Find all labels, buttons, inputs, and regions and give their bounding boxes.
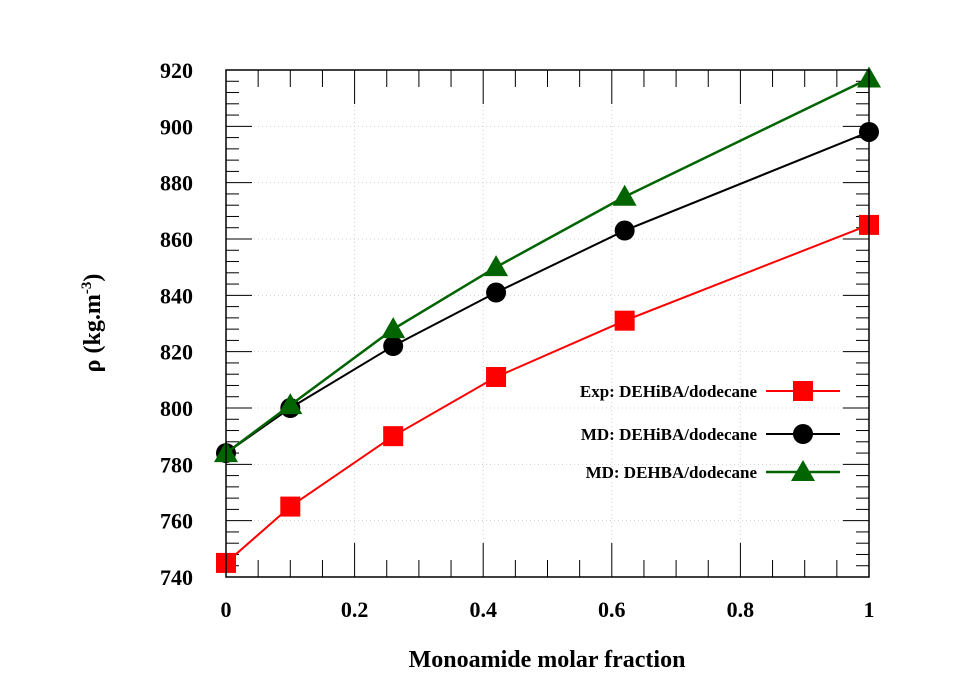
- y-tick-labels: 740 760 780 800 820 840 860 880 900 920: [160, 58, 193, 590]
- y-tick-label: 900: [160, 114, 193, 139]
- series-square: [216, 214, 879, 573]
- legend-marker: [793, 424, 813, 444]
- legend-marker: [793, 381, 813, 401]
- data-point: [614, 220, 635, 241]
- y-axis-title-tail: ): [80, 274, 106, 282]
- axis-ticks: [225, 69, 870, 578]
- y-tick-label: 920: [160, 58, 193, 83]
- data-point: [614, 310, 635, 331]
- series-line: [225, 223, 870, 564]
- data-point: [484, 255, 509, 277]
- data-point: [381, 317, 406, 339]
- data-point: [278, 393, 303, 415]
- legend-marker: [791, 460, 815, 481]
- data-point: [383, 426, 404, 447]
- y-tick-label: 840: [160, 283, 193, 308]
- x-tick-label: 1: [864, 597, 875, 622]
- series-line: [225, 131, 870, 454]
- legend-label: MD: DEHiBA/dodecane: [581, 425, 758, 444]
- y-tick-label: 820: [160, 340, 193, 365]
- series-layer: [214, 66, 881, 573]
- x-tick-label: 0.6: [598, 597, 626, 622]
- series-triangle: [214, 66, 881, 463]
- data-point: [486, 367, 507, 388]
- x-tick-label: 0.2: [341, 597, 369, 622]
- grid-lines: [226, 70, 869, 577]
- legend-label: MD: DEHBA/dodecane: [586, 463, 758, 482]
- data-point: [383, 336, 404, 357]
- y-tick-label: 740: [160, 565, 193, 590]
- y-tick-label: 880: [160, 171, 193, 196]
- y-axis-title-main: ρ (kg.m: [80, 294, 106, 372]
- y-axis-title: ρ (kg.m-3): [79, 274, 106, 373]
- x-tick-label: 0: [221, 597, 232, 622]
- legend-label: Exp: DEHiBA/dodecane: [580, 382, 758, 401]
- data-point: [280, 496, 301, 517]
- x-tick-label: 0.8: [727, 597, 755, 622]
- y-tick-label: 760: [160, 509, 193, 534]
- series-line: [225, 77, 870, 455]
- y-axis-title-sup: -3: [79, 282, 95, 295]
- x-tick-labels: 0 0.2 0.4 0.6 0.8 1: [221, 597, 875, 622]
- series-circle: [216, 121, 879, 464]
- x-axis-title: Monoamide molar fraction: [409, 647, 686, 673]
- x-tick-label: 0.4: [469, 597, 497, 622]
- y-tick-label: 860: [160, 227, 193, 252]
- plot-frame: [225, 69, 870, 578]
- data-point: [486, 282, 507, 303]
- data-point: [612, 184, 637, 206]
- y-tick-label: 800: [160, 396, 193, 421]
- legend: Exp: DEHiBA/dodecane MD: DEHiBA/dodecane M…: [580, 381, 840, 482]
- y-tick-label: 780: [160, 452, 193, 477]
